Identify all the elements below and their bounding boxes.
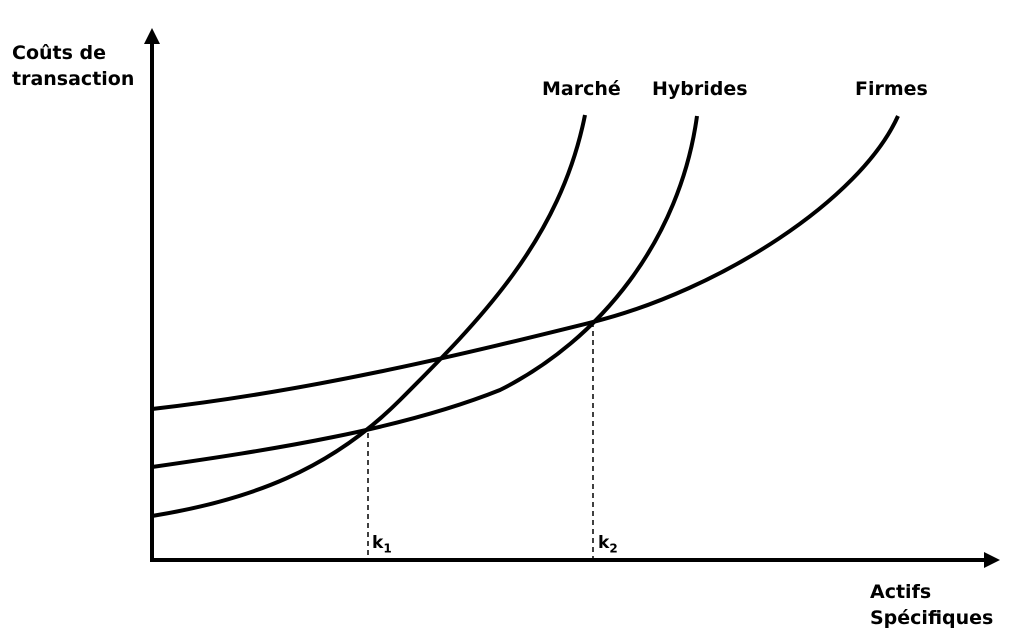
y-axis-title-line1: Coûts de [12, 42, 107, 64]
y-axis-arrowhead [144, 28, 160, 44]
x-axis-title-line1: Actifs [870, 581, 932, 603]
curve-label-hybrides: Hybrides [652, 78, 748, 100]
threshold-label-k1: k1 [372, 533, 392, 555]
k1-base: k [372, 533, 384, 553]
k1-subscript: 1 [383, 541, 392, 556]
curve-marche [151, 114, 587, 518]
threshold-label-k2: k2 [598, 533, 618, 555]
y-axis-title: Coûts de transaction [12, 40, 134, 92]
curve-firmes [151, 115, 900, 411]
x-axis-arrowhead [984, 552, 1000, 568]
curve-label-marche: Marché [542, 78, 621, 100]
x-axis-title-line2: Spécifiques [870, 607, 994, 629]
curve-hybrides [151, 115, 699, 469]
y-axis-title-line2: transaction [12, 68, 135, 90]
x-axis-title: Actifs Spécifiques [870, 579, 993, 631]
k2-base: k [598, 533, 610, 553]
k2-subscript: 2 [609, 541, 618, 556]
curve-label-firmes: Firmes [855, 78, 928, 100]
